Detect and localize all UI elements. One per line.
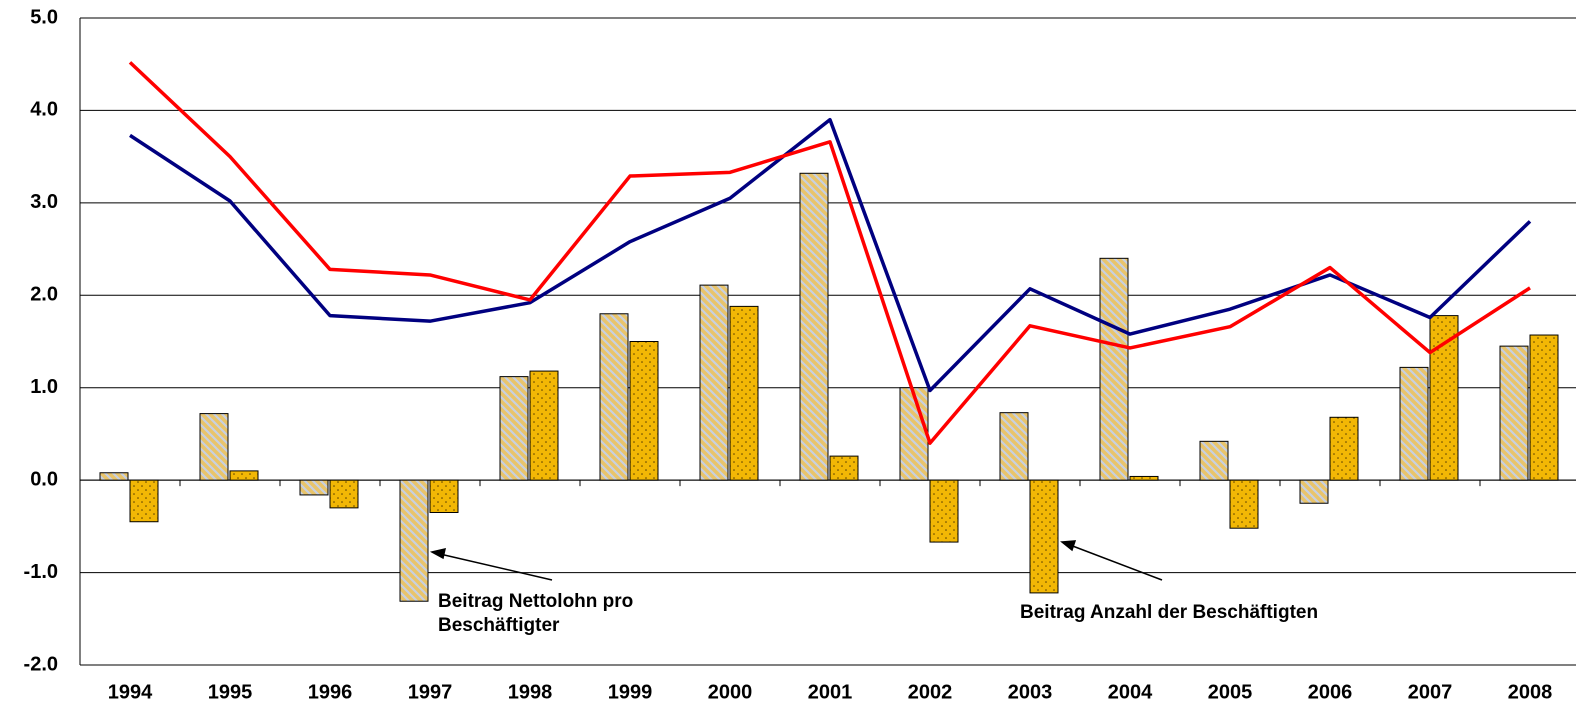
line — [129, 117, 1532, 393]
bar — [1199, 440, 1229, 481]
y-tick-label: 4.0 — [30, 99, 58, 121]
bar — [1529, 334, 1559, 481]
x-tick-label: 2000 — [708, 681, 753, 703]
bar — [1099, 257, 1129, 481]
bar — [399, 479, 429, 602]
bar — [929, 479, 959, 543]
y-tick-label: 5.0 — [30, 6, 58, 28]
y-tick-label: 1.0 — [30, 376, 58, 398]
x-tick-label: 2004 — [1108, 681, 1153, 703]
arrow-head — [429, 548, 446, 560]
arrows — [429, 540, 1163, 581]
y-tick-label: -1.0 — [24, 561, 58, 583]
annotation: Beitrag Nettolohn pro — [438, 591, 633, 612]
bar — [899, 387, 929, 481]
y-tick-label: 2.0 — [30, 284, 58, 306]
y-tick-label: 3.0 — [30, 191, 58, 213]
bar — [699, 284, 729, 481]
bar — [829, 455, 859, 481]
y-tick-label: -2.0 — [24, 653, 58, 675]
x-tick-label: 1996 — [308, 681, 353, 703]
x-tick-label: 1999 — [608, 681, 653, 703]
x-tick-label: 2006 — [1308, 681, 1353, 703]
x-tick-label: 1997 — [408, 681, 453, 703]
x-tick-label: 2001 — [808, 681, 853, 703]
bar — [229, 470, 259, 481]
bar — [1399, 366, 1429, 481]
bar — [499, 376, 529, 481]
bar — [1299, 479, 1329, 504]
bar — [199, 413, 229, 481]
line — [128, 61, 1531, 445]
bar — [599, 313, 629, 481]
annotation: Beschäftigter — [438, 615, 560, 636]
x-tick-label: 2002 — [908, 681, 953, 703]
x-tick-label: 2007 — [1408, 681, 1453, 703]
bar — [529, 370, 559, 481]
bar — [99, 472, 129, 481]
bar — [629, 341, 659, 481]
bar — [729, 305, 759, 481]
bar — [299, 479, 329, 496]
arrow — [439, 553, 553, 581]
annotation: Beitrag Anzahl der Beschäftigten — [1020, 602, 1318, 623]
bar — [1129, 475, 1159, 481]
x-tick-label: 2005 — [1208, 681, 1253, 703]
y-tick-label: 0.0 — [30, 468, 58, 490]
bar — [1499, 345, 1529, 481]
bar — [429, 479, 459, 513]
bar — [999, 412, 1029, 481]
bar — [129, 479, 159, 523]
bar — [329, 479, 359, 509]
bar — [1229, 479, 1259, 529]
x-tick-label: 1995 — [208, 681, 253, 703]
bar — [799, 172, 829, 481]
x-tick-label: 1998 — [508, 681, 553, 703]
x-tick-label: 2003 — [1008, 681, 1053, 703]
arrow-head — [1060, 540, 1077, 552]
x-tick-label: 2008 — [1508, 681, 1553, 703]
x-tick-label: 1994 — [108, 681, 153, 703]
arrow — [1069, 544, 1163, 581]
bar — [1029, 479, 1059, 594]
bar — [1429, 315, 1459, 481]
bar — [1329, 416, 1359, 481]
